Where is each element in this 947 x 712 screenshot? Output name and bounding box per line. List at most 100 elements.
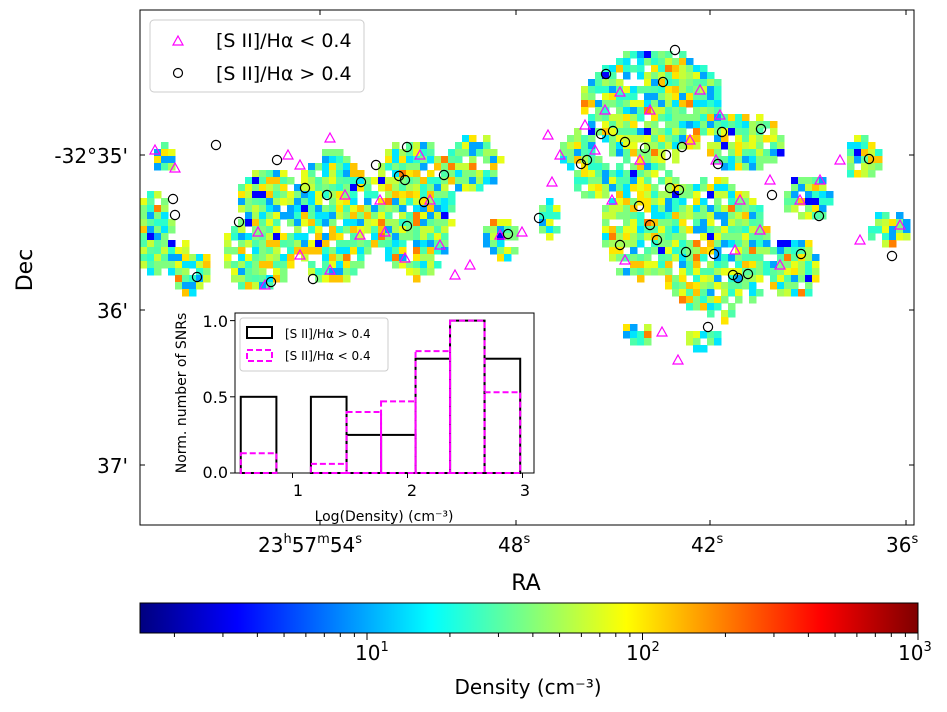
density-pixel	[462, 135, 470, 143]
density-pixel	[273, 191, 281, 199]
snr-circle-marker	[755, 123, 767, 135]
density-pixel	[791, 240, 799, 248]
density-pixel	[700, 345, 708, 353]
density-pixel	[665, 128, 673, 136]
density-pixel	[385, 226, 393, 234]
density-pixel	[749, 142, 757, 150]
density-pixel	[392, 198, 400, 206]
density-pixel	[301, 191, 309, 199]
snr-triangle-marker	[713, 108, 727, 120]
density-pixel	[693, 254, 701, 262]
density-pixel	[742, 233, 750, 241]
density-pixel	[364, 226, 372, 234]
density-pixel	[259, 219, 267, 227]
inset-legend-box	[239, 317, 389, 372]
density-pixel	[294, 212, 302, 220]
density-pixel	[567, 149, 575, 157]
density-pixel	[735, 219, 743, 227]
density-pixel	[756, 212, 764, 220]
density-pixel	[147, 191, 155, 199]
density-pixel	[161, 247, 169, 255]
colorbar: 101 102 103 Density (cm⁻³)	[139, 602, 932, 699]
density-pixel	[441, 226, 449, 234]
density-pixel	[763, 149, 771, 157]
density-pixel	[658, 142, 666, 150]
density-pixel	[735, 275, 743, 283]
density-pixel	[413, 177, 421, 185]
density-pixel	[161, 205, 169, 213]
density-pixel	[623, 184, 631, 192]
density-pixel	[770, 268, 778, 276]
density-pixel	[616, 86, 624, 94]
density-pixel	[609, 205, 617, 213]
density-pixel	[238, 254, 246, 262]
density-pixel	[609, 198, 617, 206]
density-pixel	[371, 240, 379, 248]
density-pixel	[707, 303, 715, 311]
density-pixel	[637, 170, 645, 178]
density-pixel	[756, 226, 764, 234]
density-pixel	[434, 233, 442, 241]
density-pixel	[770, 261, 778, 269]
density-pixel	[679, 128, 687, 136]
density-pixel	[868, 226, 876, 234]
density-pixel	[252, 268, 260, 276]
density-pixel	[651, 184, 659, 192]
density-pixel	[483, 170, 491, 178]
density-pixel	[882, 226, 890, 234]
density-pixel	[644, 135, 652, 143]
density-pixel	[819, 184, 827, 192]
density-pixel	[427, 184, 435, 192]
density-pixel	[413, 198, 421, 206]
density-pixel	[154, 191, 162, 199]
density-pixel	[385, 163, 393, 171]
density-pixel	[399, 247, 407, 255]
density-pixel	[637, 65, 645, 73]
density-pixel	[735, 212, 743, 220]
density-pixel	[266, 205, 274, 213]
density-pixel	[749, 240, 757, 248]
density-pixel	[595, 163, 603, 171]
density-pixel	[847, 170, 855, 178]
density-pixel	[413, 261, 421, 269]
density-pixel	[147, 205, 155, 213]
density-pixel	[707, 212, 715, 220]
density-pixel	[595, 191, 603, 199]
density-pixel	[868, 156, 876, 164]
density-pixel	[651, 268, 659, 276]
density-pixel	[658, 163, 666, 171]
density-pixel	[238, 275, 246, 283]
density-pixel	[602, 219, 610, 227]
density-pixel	[350, 177, 358, 185]
density-pixel	[161, 233, 169, 241]
density-pixel	[399, 191, 407, 199]
density-pixel	[805, 282, 813, 290]
density-pixel	[693, 135, 701, 143]
density-pixel	[742, 142, 750, 150]
density-pixel	[686, 184, 694, 192]
density-pixel	[616, 254, 624, 262]
density-pixel	[385, 198, 393, 206]
density-pixel	[861, 142, 869, 150]
density-pixel	[469, 156, 477, 164]
inset-legend-swatch-dashed	[246, 349, 273, 362]
density-pixel	[700, 198, 708, 206]
density-pixel	[427, 198, 435, 206]
density-pixel	[903, 219, 911, 227]
density-pixel	[182, 254, 190, 262]
density-pixel	[623, 205, 631, 213]
density-pixel	[420, 191, 428, 199]
density-pixel	[770, 149, 778, 157]
density-pixel	[154, 212, 162, 220]
density-pixel	[630, 121, 638, 129]
density-pixel	[637, 156, 645, 164]
density-pixel	[728, 268, 736, 276]
density-pixel	[175, 247, 183, 255]
density-pixel	[455, 184, 463, 192]
density-pixel	[686, 303, 694, 311]
density-pixel	[266, 275, 274, 283]
density-pixel	[273, 268, 281, 276]
snr-triangle-marker	[251, 225, 265, 237]
density-pixel	[336, 254, 344, 262]
density-pixel	[707, 107, 715, 115]
